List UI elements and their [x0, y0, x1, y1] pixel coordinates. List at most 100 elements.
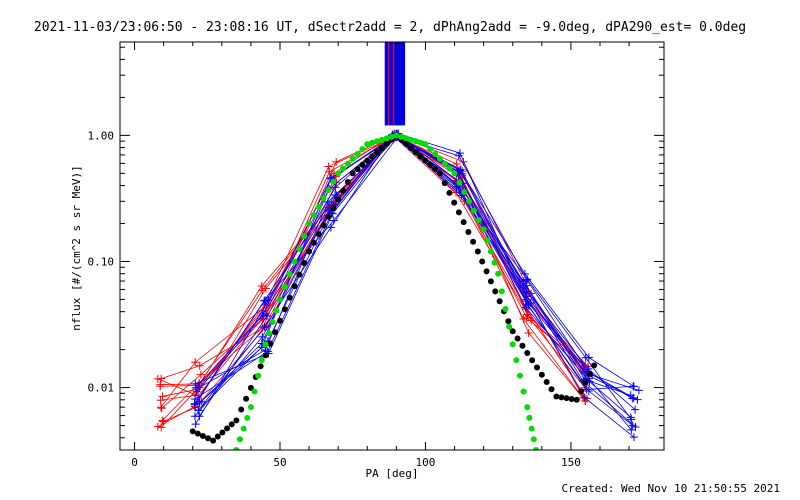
series-3-point — [354, 150, 361, 157]
series-3-point — [369, 139, 376, 146]
series-1-point — [454, 151, 463, 160]
series-3-point — [269, 318, 276, 325]
series-2-point — [483, 268, 490, 275]
series-2-point — [578, 388, 585, 395]
series-3-point — [286, 271, 293, 278]
series-3-point — [281, 283, 288, 290]
series-3-point — [301, 233, 308, 240]
series-0-point — [261, 284, 270, 293]
series-1-curve — [194, 136, 636, 428]
series-2-point — [460, 219, 467, 226]
series-2-point — [315, 231, 322, 238]
series-2-point — [272, 329, 279, 336]
series-3-point — [520, 388, 527, 395]
series-3-point — [277, 296, 283, 303]
series-2-point — [320, 222, 327, 229]
series-2-point — [291, 283, 298, 290]
series-3-point — [273, 307, 280, 314]
series-3-point — [502, 306, 509, 313]
x-tick-label: 50 — [273, 456, 286, 469]
y-axis-label: nflux [#/(cm^2 s sr MeV)] — [70, 165, 83, 331]
series-2-point — [228, 421, 235, 428]
series-3-point — [320, 195, 327, 202]
series-2-point — [533, 364, 540, 371]
series-1-point — [327, 209, 336, 218]
series-3-point — [398, 133, 405, 140]
series-1-point — [626, 391, 635, 400]
series-3-point — [244, 414, 251, 421]
series-2-point — [591, 362, 598, 369]
series-2-point — [509, 328, 516, 335]
x-tick-label: 150 — [561, 456, 581, 469]
series-2-point — [582, 379, 589, 386]
x-axis-label: PA [deg] — [366, 467, 419, 480]
series-3-point — [487, 248, 494, 255]
series-0-point — [159, 417, 168, 426]
series-2-point — [310, 239, 317, 246]
series-2-point — [340, 187, 347, 194]
series-2-point — [441, 180, 448, 187]
series-3-point — [335, 170, 342, 177]
series-1-curve — [195, 133, 634, 425]
series-1-point — [194, 406, 203, 415]
series-1-point — [195, 398, 204, 407]
series-2-point — [359, 161, 366, 168]
series-0-curve — [160, 133, 589, 408]
series-3-point — [388, 133, 395, 140]
series-3-point — [530, 436, 537, 443]
series-0-point — [158, 392, 167, 401]
series-3-point — [533, 447, 539, 450]
series-2-point — [373, 149, 380, 156]
chart-title: 2021-11-03/23:06:50 - 23:08:16 UT, dSect… — [34, 20, 746, 35]
series-2-point — [465, 228, 472, 235]
series-3-point — [484, 237, 491, 244]
series-3-point — [498, 288, 505, 295]
y-tick-label: 0.10 — [88, 255, 115, 268]
series-1-point — [519, 277, 528, 286]
series-1-point — [627, 415, 636, 424]
series-0-point — [153, 422, 162, 431]
series-1-point — [631, 405, 640, 414]
series-0-point — [524, 329, 533, 338]
series-3-point — [315, 203, 322, 210]
series-2-point — [496, 298, 503, 305]
series-1-point — [191, 420, 200, 429]
series-1-point — [331, 183, 340, 192]
series-1-point — [627, 425, 636, 434]
series-2-point — [553, 393, 560, 400]
series-2-point — [417, 153, 424, 160]
series-2-point — [529, 357, 536, 364]
series-3-point — [233, 447, 240, 450]
series-2-point — [189, 428, 196, 435]
series-2-point — [199, 432, 206, 439]
series-2-point — [474, 248, 481, 255]
series-2-point — [573, 396, 580, 403]
series-2-point — [262, 352, 269, 359]
series-3-point — [393, 132, 400, 139]
x-tick-label: 100 — [416, 456, 436, 469]
series-0-point — [519, 314, 528, 323]
series-3-point — [258, 357, 265, 364]
series-1-point — [522, 276, 531, 285]
series-3-point — [364, 141, 371, 148]
series-2-point — [487, 278, 494, 285]
series-2-point — [335, 196, 342, 203]
series-1-point — [582, 385, 591, 394]
series-3-point — [340, 165, 347, 172]
series-3-point — [517, 372, 523, 379]
series-3-point — [480, 226, 487, 233]
series-3-point — [407, 136, 414, 143]
series-2-point — [568, 395, 575, 402]
series-2-point — [563, 395, 570, 402]
series-2-point — [543, 378, 550, 385]
series-3-point — [296, 245, 303, 252]
series-3-point — [373, 138, 380, 145]
series-1-point — [263, 311, 272, 320]
series-2-point — [451, 199, 458, 206]
series-3-point — [383, 135, 390, 142]
series-3-point — [446, 165, 453, 172]
series-0-point — [157, 374, 166, 383]
series-1-point — [192, 387, 201, 396]
series-2-point — [257, 363, 264, 370]
